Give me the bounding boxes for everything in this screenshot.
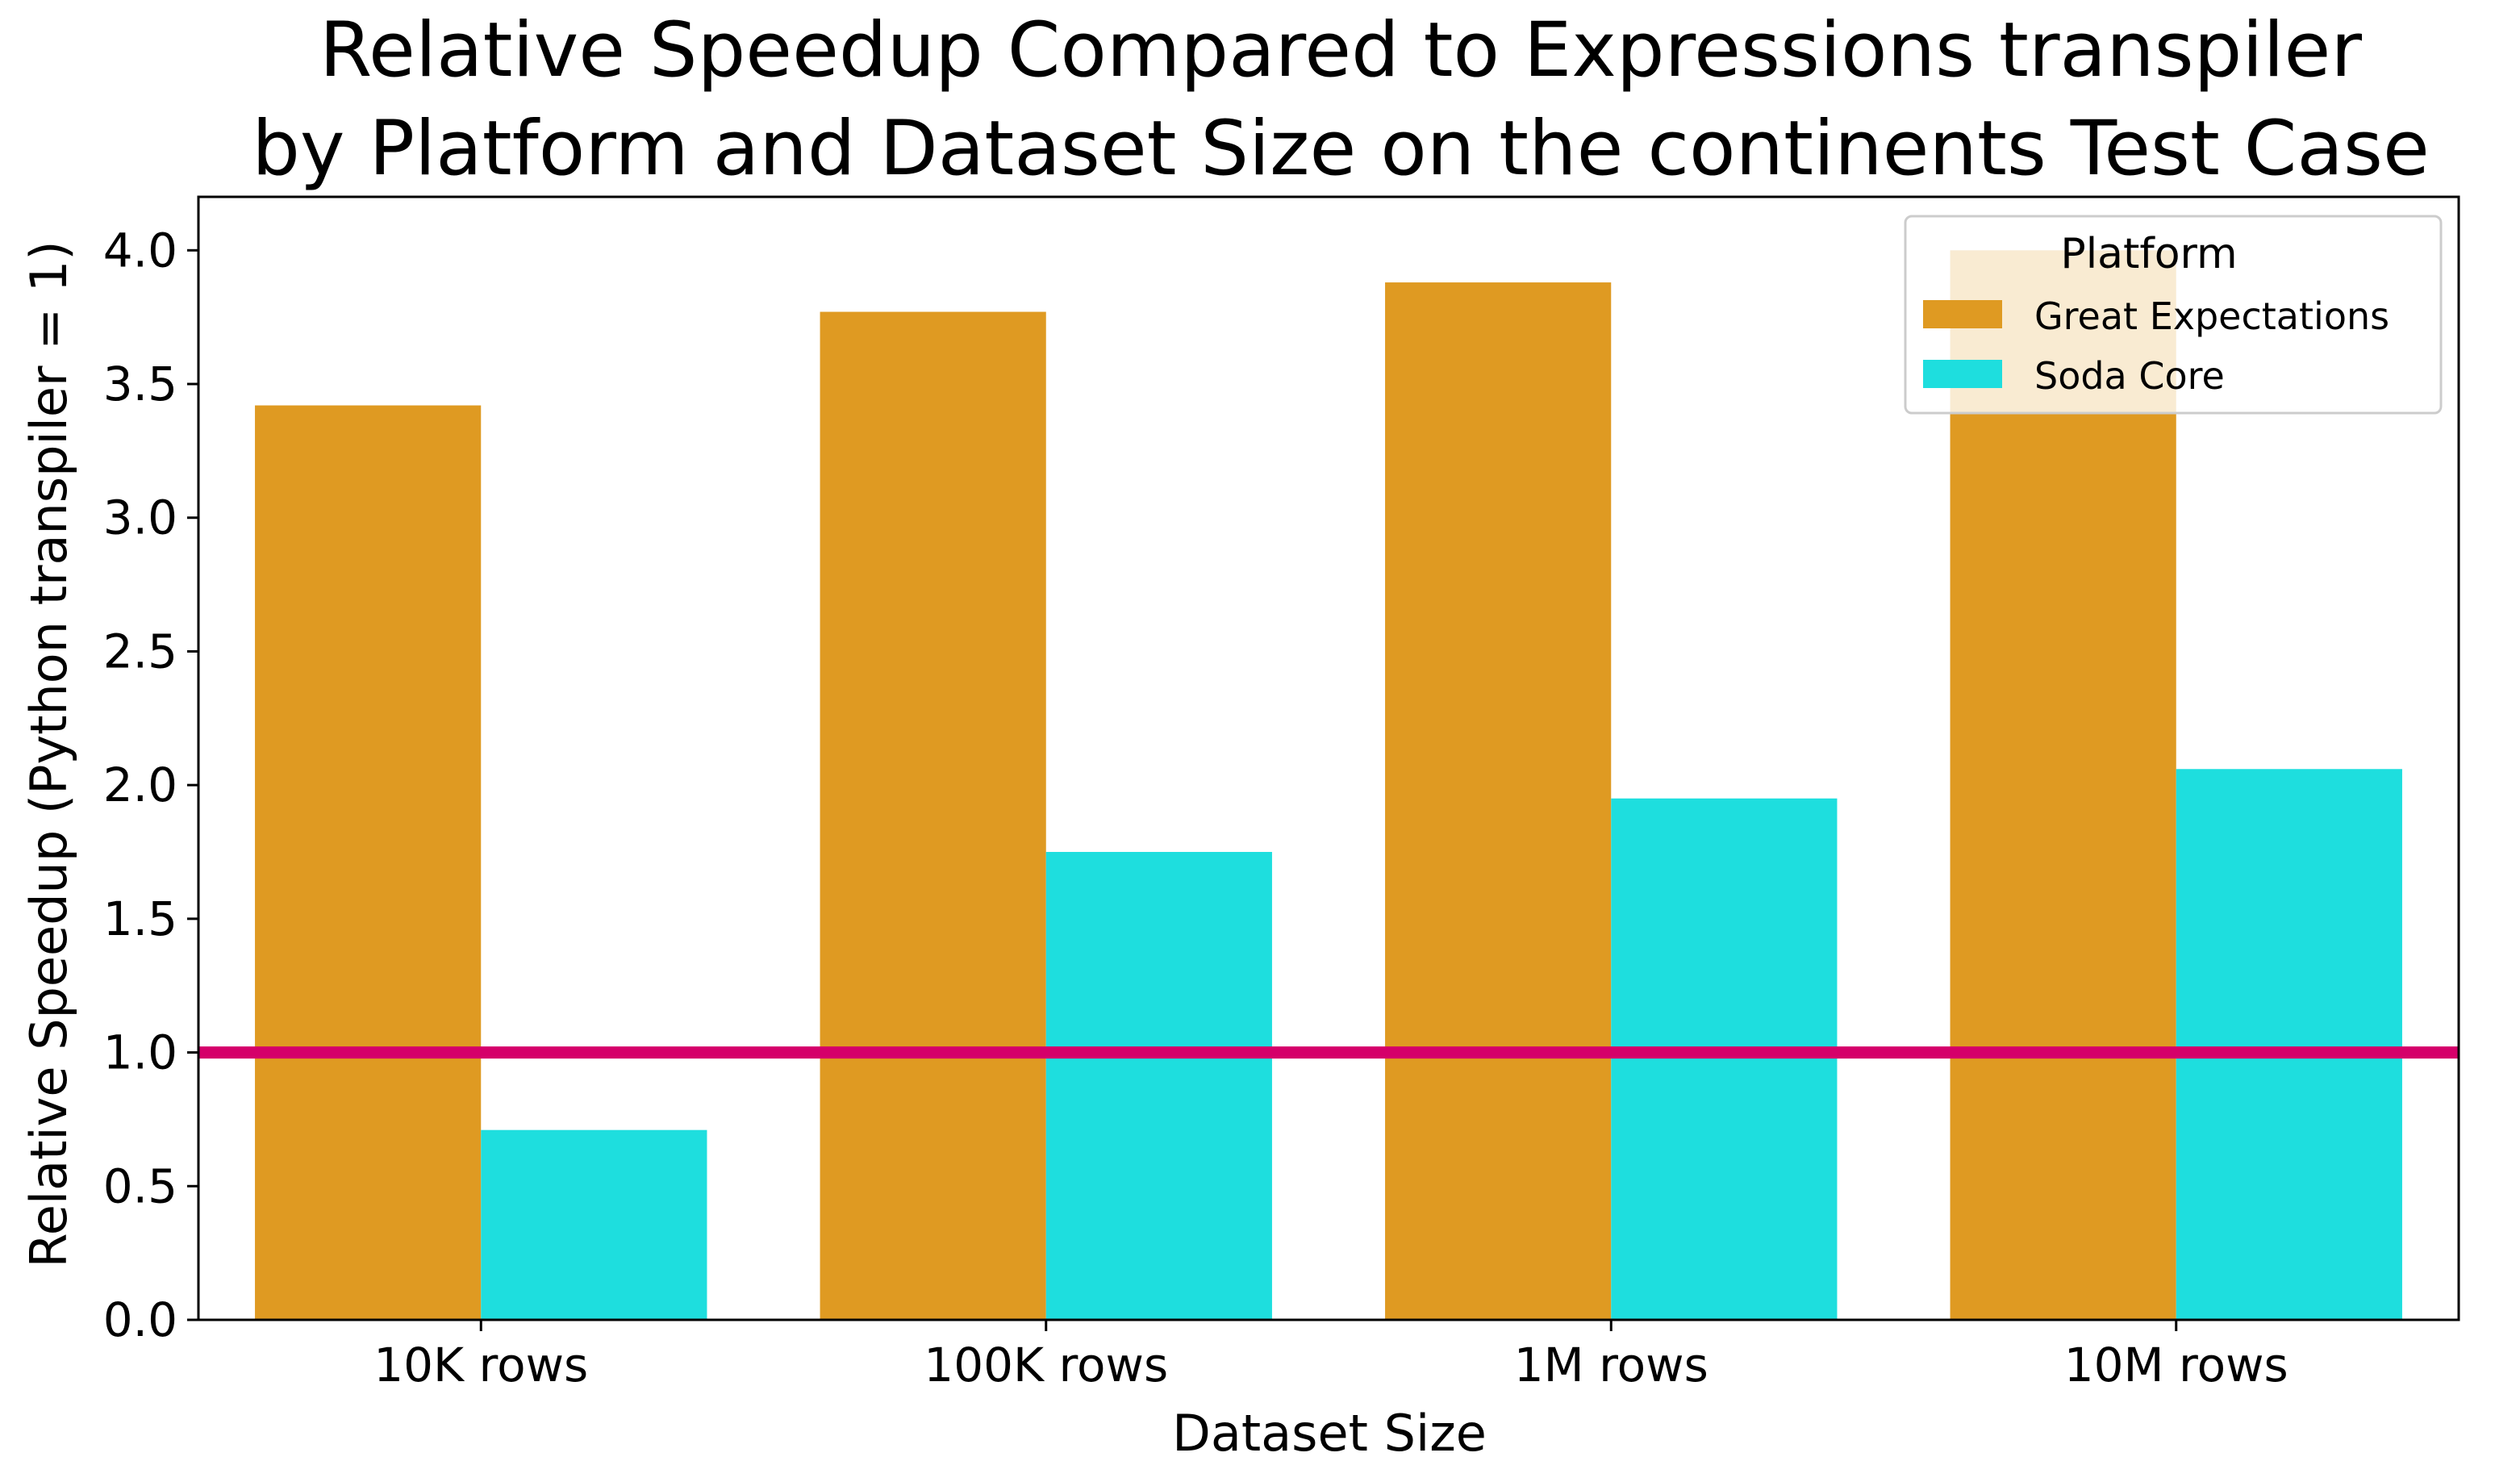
bar-great-expectations-1	[255, 405, 482, 1320]
y-tick-label: 2.0	[103, 758, 177, 812]
chart-title-line1: Relative Speedup Compared to Expressions…	[319, 6, 2362, 94]
bar-great-expectations-3	[1385, 282, 1612, 1320]
legend-label-great-expectations: Great Expectations	[2034, 294, 2389, 338]
bar-great-expectations-4	[1950, 250, 2176, 1321]
x-axis-label: Dataset Size	[1172, 1404, 1487, 1463]
x-tick-label: 1M rows	[1514, 1338, 1709, 1392]
legend-label-soda-core: Soda Core	[2034, 354, 2225, 398]
x-tick-label: 10K rows	[373, 1338, 588, 1392]
y-tick-label: 1.0	[103, 1025, 177, 1080]
legend-swatch-great-expectations	[1923, 300, 2002, 328]
y-tick-label: 2.5	[103, 624, 177, 678]
y-axis-label: Relative Speedup (Python transpiler = 1)	[19, 240, 78, 1267]
bar-soda-core-1	[481, 1129, 707, 1320]
y-tick-label: 4.0	[103, 223, 177, 278]
y-tick-label: 3.5	[103, 357, 177, 411]
bar-great-expectations-2	[820, 311, 1046, 1320]
x-tick-label: 100K rows	[924, 1338, 1168, 1392]
plot-area: 0.0 0.5 1.0 1.5 2.0 2.5 3.0 3.5 4.0 10K rows 100K …	[103, 195, 2460, 1392]
y-tick-label: 3.0	[103, 491, 177, 545]
legend-swatch-soda-core	[1923, 360, 2002, 388]
y-tick-label: 0.0	[103, 1292, 177, 1347]
legend: Platform Great Expectations Soda Core	[1904, 215, 2443, 415]
y-tick-label: 1.5	[103, 891, 177, 946]
legend-frame	[1904, 215, 2443, 415]
bar-soda-core-4	[2176, 769, 2402, 1320]
y-tick-label: 0.5	[103, 1158, 177, 1213]
x-tick-label: 10M rows	[2064, 1338, 2288, 1392]
bar-soda-core-2	[1045, 852, 1272, 1320]
chart-title-line2: by Platform and Dataset Size on the cont…	[252, 105, 2430, 193]
plot-frame	[197, 195, 2460, 1321]
legend-title: Platform	[2060, 230, 2237, 278]
bar-soda-core-3	[1611, 798, 1838, 1320]
